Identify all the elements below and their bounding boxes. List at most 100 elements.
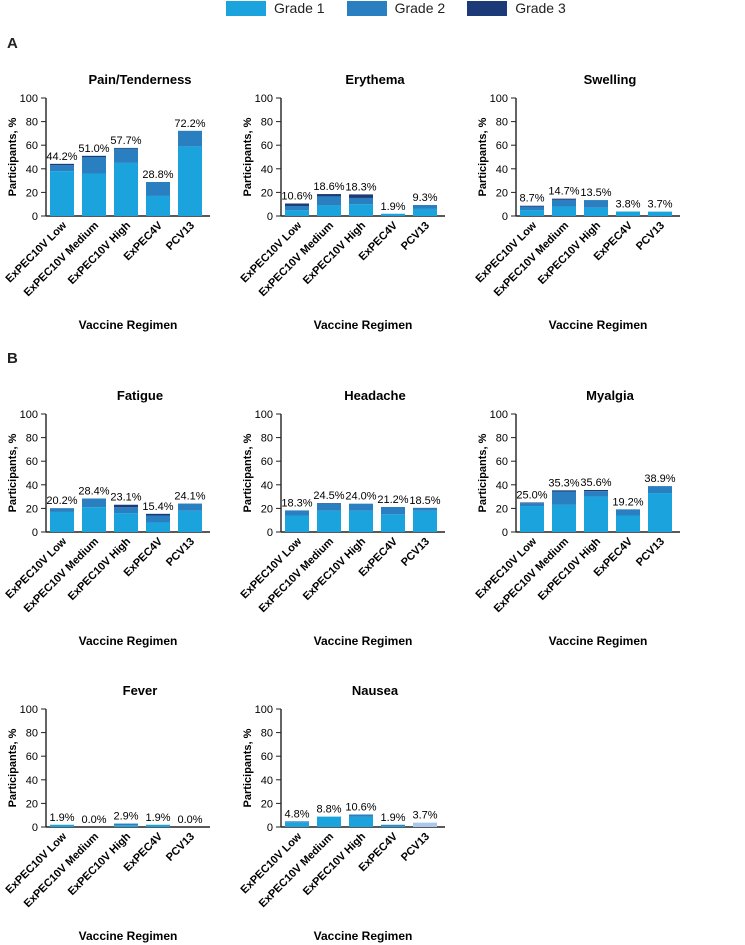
swelling-y-tick-20: 20	[496, 187, 508, 199]
swelling-data-label-expec10v-medium: 14.7%	[548, 186, 579, 198]
fatigue-bar-expec10v-high-grade-3	[114, 504, 138, 508]
headache-y-label: Participants, %	[242, 433, 254, 512]
fatigue-x-tick-pcv13: PCV13	[164, 536, 197, 569]
pain-tenderness-data-label-expec10v-high: 57.7%	[110, 135, 141, 147]
pain-tenderness-bar-expec10v-medium-grade-2	[82, 157, 106, 174]
headache-bar-expec4v-grade-2	[381, 506, 405, 515]
erythema-y-tick-20: 20	[261, 187, 273, 199]
myalgia-bar-expec10v-medium-grade-3	[552, 490, 576, 492]
fever-y-tick-80: 80	[26, 728, 38, 740]
fatigue-y-label: Participants, %	[7, 433, 19, 512]
nausea-y-tick-60: 60	[261, 751, 273, 763]
fever-data-label-expec10v-medium: 0.0%	[81, 814, 106, 826]
swelling-bar-expec10v-medium-grade-2	[552, 199, 576, 207]
myalgia-y-tick-20: 20	[496, 503, 508, 515]
pain-tenderness-bar-expec10v-high-grade-1	[114, 162, 138, 216]
fatigue-data-label-pcv13: 24.1%	[174, 491, 205, 503]
legend: Grade 1 Grade 2 Grade 3	[226, 0, 588, 16]
swelling-bar-expec10v-high-grade-1	[584, 207, 608, 216]
pain-tenderness-bar-pcv13-grade-1	[178, 146, 202, 216]
headache-data-label-expec4v: 21.2%	[377, 494, 408, 506]
headache-title: Headache	[344, 388, 405, 403]
fatigue-y-tick-60: 60	[26, 456, 38, 468]
myalgia-data-label-expec10v-medium: 35.3%	[548, 477, 579, 489]
fatigue-bar-expec10v-medium-grade-2	[82, 498, 106, 508]
erythema-data-label-expec10v-high: 18.3%	[345, 181, 376, 193]
nausea-bar-pcv13-grade-1	[413, 822, 437, 827]
nausea-y-label: Participants, %	[242, 728, 254, 807]
pain-tenderness-bar-expec4v-grade-2	[146, 182, 170, 196]
erythema-bar-expec10v-low-grade-3	[285, 203, 309, 206]
nausea-data-label-expec10v-high: 10.6%	[345, 801, 376, 813]
fatigue-bar-expec4v-grade-3	[146, 513, 170, 516]
headache-y-tick-80: 80	[261, 433, 273, 445]
erythema-bar-expec10v-high-grade-2	[349, 197, 373, 205]
fever-y-tick-40: 40	[26, 775, 38, 787]
erythema-data-label-pcv13: 9.3%	[412, 192, 437, 204]
nausea-data-label-expec10v-low: 4.8%	[284, 808, 309, 820]
fever-bar-expec10v-high-grade-2	[114, 823, 138, 826]
erythema-y-tick-0: 0	[267, 211, 273, 223]
fatigue-y-tick-40: 40	[26, 480, 38, 492]
fatigue-bar-expec10v-low-grade-2	[50, 508, 74, 512]
pain-tenderness-bar-expec10v-low-grade-3	[50, 163, 74, 166]
panel-letter-b: B	[7, 350, 18, 367]
fever-y-tick-20: 20	[26, 798, 38, 810]
myalgia-data-label-expec10v-high: 35.6%	[580, 477, 611, 489]
headache-bar-pcv13-grade-2	[413, 507, 437, 511]
myalgia-bar-expec10v-medium-grade-1	[552, 504, 576, 532]
headache-y-tick-20: 20	[261, 503, 273, 515]
erythema-bar-expec10v-low-grade-2	[285, 205, 309, 211]
fatigue-y-tick-100: 100	[20, 409, 38, 421]
fatigue-y-tick-80: 80	[26, 433, 38, 445]
pain-tenderness-y-tick-20: 20	[26, 187, 38, 199]
legend-swatch-grade-3	[467, 0, 508, 16]
pain-tenderness-bar-expec10v-low-grade-1	[50, 171, 74, 216]
erythema-data-label-expec4v: 1.9%	[380, 201, 405, 213]
nausea-bar-expec10v-high-grade-2	[349, 814, 373, 817]
nausea-x-tick-pcv13: PCV13	[399, 831, 432, 864]
swelling-y-tick-80: 80	[496, 117, 508, 129]
fatigue-x-label: Vaccine Regimen	[79, 634, 178, 648]
myalgia-y-tick-80: 80	[496, 433, 508, 445]
swelling-y-tick-60: 60	[496, 140, 508, 152]
fever-bar-expec10v-low-grade-1	[50, 824, 74, 827]
headache-data-label-expec10v-medium: 24.5%	[313, 490, 344, 502]
myalgia-bar-expec4v-grade-2	[616, 509, 640, 516]
headache-bar-expec10v-medium-grade-3	[317, 503, 341, 504]
headache-y-tick-0: 0	[267, 527, 273, 539]
pain-tenderness-bar-expec10v-medium-grade-1	[82, 173, 106, 216]
headache-x-label: Vaccine Regimen	[314, 634, 413, 648]
legend-item-grade-2: Grade 2	[346, 0, 445, 16]
swelling-title: Swelling	[584, 72, 637, 87]
nausea-y-tick-80: 80	[261, 728, 273, 740]
myalgia-y-tick-0: 0	[502, 527, 508, 539]
headache-bar-expec10v-high-grade-1	[349, 510, 373, 532]
headache-y-tick-60: 60	[261, 456, 273, 468]
fever-bar-expec10v-high-grade-1	[114, 825, 138, 827]
erythema-y-tick-40: 40	[261, 164, 273, 176]
legend-item-grade-1: Grade 1	[226, 0, 325, 16]
erythema-data-label-expec10v-medium: 18.6%	[313, 181, 344, 193]
headache-bar-pcv13-grade-1	[413, 510, 437, 532]
pain-tenderness-y-label: Participants, %	[7, 117, 19, 196]
fatigue-data-label-expec10v-high: 23.1%	[110, 492, 141, 504]
swelling-x-tick-pcv13: PCV13	[634, 220, 667, 253]
myalgia-bar-expec10v-medium-grade-2	[552, 491, 576, 505]
myalgia-bar-expec4v-grade-1	[616, 515, 640, 532]
nausea-bar-expec10v-low-grade-2	[285, 821, 309, 823]
swelling-bar-expec10v-low-grade-1	[520, 210, 544, 216]
swelling-bar-expec10v-low-grade-2	[520, 206, 544, 211]
myalgia-y-tick-40: 40	[496, 480, 508, 492]
swelling-bar-expec10v-medium-grade-3	[552, 198, 576, 200]
myalgia-y-label: Participants, %	[477, 433, 489, 512]
nausea-y-tick-0: 0	[267, 822, 273, 834]
fatigue-bar-pcv13-grade-2	[178, 503, 202, 511]
nausea-data-label-pcv13: 3.7%	[412, 810, 437, 822]
swelling-data-label-expec4v: 3.8%	[615, 199, 640, 211]
headache-y-tick-40: 40	[261, 480, 273, 492]
myalgia-bar-expec10v-low-grade-1	[520, 506, 544, 532]
headache-y-tick-100: 100	[255, 409, 273, 421]
erythema-x-label: Vaccine Regimen	[314, 318, 413, 332]
headache-bar-expec10v-low-grade-1	[285, 515, 309, 532]
